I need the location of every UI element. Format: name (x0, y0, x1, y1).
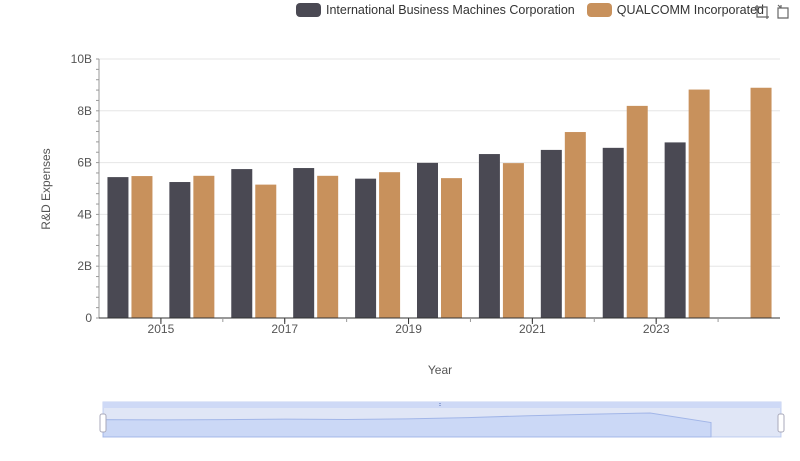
bar-qualcomm-2015[interactable] (193, 175, 215, 318)
zoom-icon[interactable] (754, 4, 770, 20)
bar-qualcomm-2017[interactable] (317, 175, 339, 318)
legend-label-ibm: International Business Machines Corporat… (325, 3, 575, 17)
zoom-reset-icon[interactable] (776, 4, 792, 20)
bar-ibm-2016[interactable] (231, 169, 253, 318)
toolbox (754, 4, 792, 20)
x-tick-label: 2017 (271, 322, 298, 336)
bar-ibm-2023[interactable] (664, 142, 686, 318)
bar-ibm-2017[interactable] (293, 168, 315, 318)
bar-ibm-2020[interactable] (478, 154, 500, 318)
bar-qualcomm-2022[interactable] (626, 105, 648, 318)
legend-swatch-qualcomm (586, 3, 612, 17)
bar-ibm-2018[interactable] (355, 178, 377, 318)
bar-ibm-2019[interactable] (417, 162, 438, 318)
legend-item-qualcomm[interactable]: QUALCOMM Incorporated (586, 3, 764, 17)
bar-ibm-2022[interactable] (602, 147, 624, 318)
legend: International Business Machines Corporat… (284, 3, 764, 17)
legend-swatch-ibm (295, 3, 321, 17)
bar-qualcomm-2024[interactable] (750, 87, 772, 319)
bar-ibm-2021[interactable] (540, 149, 562, 318)
bar-ibm-2015[interactable] (169, 182, 191, 318)
bar-qualcomm-2021[interactable] (564, 132, 586, 318)
y-tick-label: 2B (77, 259, 92, 273)
y-tick-label: 8B (77, 104, 92, 118)
y-tick-label: 10B (71, 52, 92, 66)
x-tick-label: 2023 (643, 322, 670, 336)
zoom-slider-handle-right[interactable] (777, 413, 785, 433)
bar-qualcomm-2016[interactable] (255, 184, 277, 318)
bar-ibm-2014[interactable] (107, 177, 129, 318)
zoom-slider-top-bar[interactable] (103, 402, 781, 408)
bar-qualcomm-2019[interactable] (441, 178, 462, 318)
x-tick-label: 2019 (395, 322, 422, 336)
x-tick-label: 2015 (148, 322, 175, 336)
zoom-slider-handle-left[interactable] (99, 413, 107, 433)
y-axis-title: R&D Expenses (39, 148, 53, 229)
bar-qualcomm-2018[interactable] (379, 172, 401, 318)
bar-qualcomm-2023[interactable] (688, 89, 710, 318)
legend-label-qualcomm: QUALCOMM Incorporated (616, 3, 764, 17)
y-tick-label: 0 (85, 311, 92, 325)
zoom-slider-window[interactable] (103, 402, 781, 437)
bar-qualcomm-2014[interactable] (131, 176, 153, 318)
y-tick-label: 4B (77, 207, 92, 221)
y-tick-label: 6B (77, 156, 92, 170)
zoom-slider-preview (102, 412, 712, 438)
x-axis-title: Year (428, 363, 452, 377)
bar-qualcomm-2020[interactable] (502, 163, 524, 318)
x-tick-label: 2021 (519, 322, 546, 336)
legend-item-ibm[interactable]: International Business Machines Corporat… (295, 3, 575, 17)
